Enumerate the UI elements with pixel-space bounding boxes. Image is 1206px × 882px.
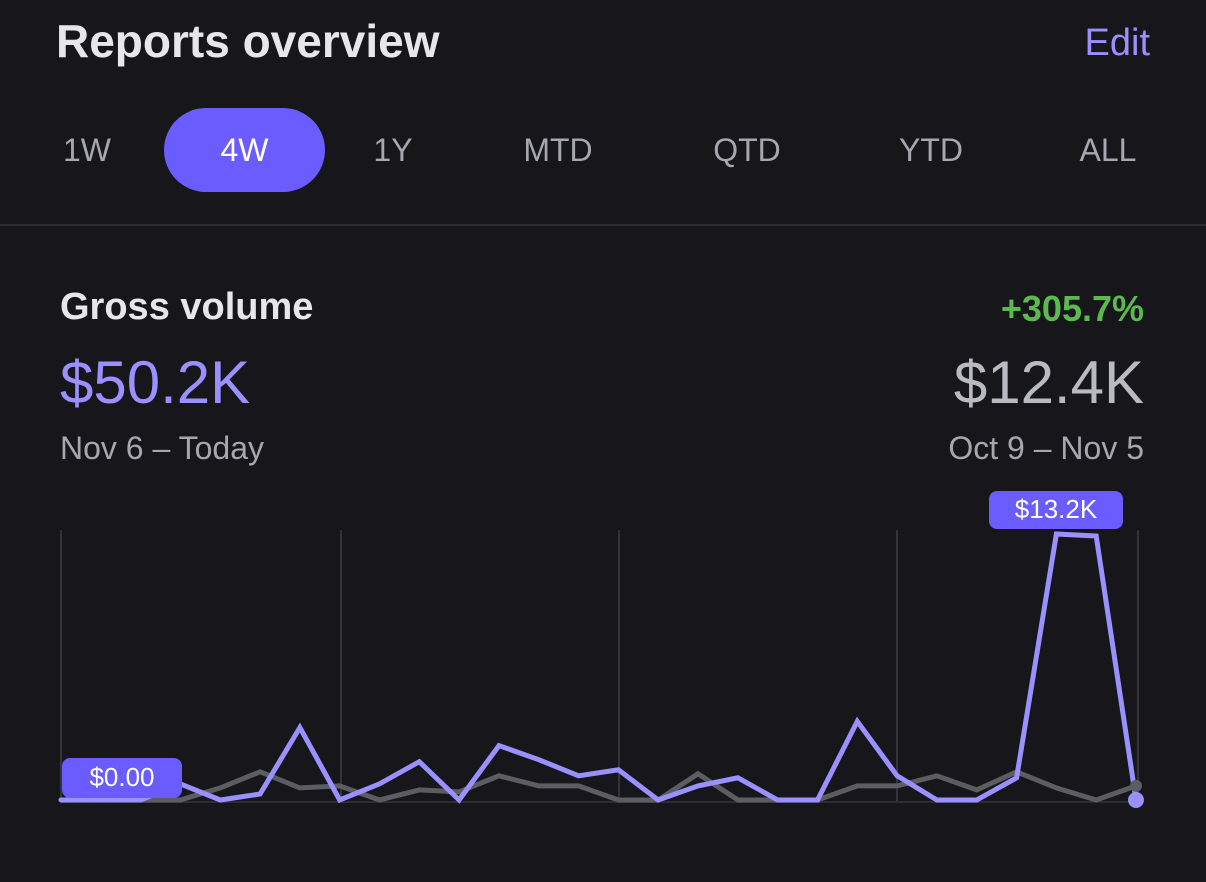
edit-button[interactable]: Edit — [1084, 22, 1150, 64]
current-period-end-point — [1128, 792, 1144, 808]
tabs-divider — [0, 224, 1206, 226]
tab-1w[interactable]: 1W — [63, 132, 111, 168]
current-period-range: Nov 6 – Today — [60, 430, 264, 466]
metric-name: Gross volume — [60, 286, 314, 328]
tab-qtd[interactable]: QTD — [713, 132, 781, 168]
header: Reports overview Edit — [56, 8, 1150, 72]
previous-period-line — [58, 769, 1139, 803]
start-value-label: $0.00 — [89, 762, 154, 792]
max-value-label-bg — [989, 491, 1123, 529]
tab-mtd[interactable]: MTD — [523, 132, 593, 168]
max-value-label: $13.2K — [1015, 494, 1098, 524]
previous-period-value: $12.4K — [953, 349, 1144, 416]
tab-1y[interactable]: 1Y — [373, 132, 413, 168]
previous-period-range: Oct 9 – Nov 5 — [948, 430, 1144, 466]
tab-4w[interactable]: 4W — [164, 108, 325, 192]
current-period-line — [58, 531, 1139, 804]
date-range-tabs: 1W 4W 1Y MTD QTD YTD ALL — [0, 108, 1206, 192]
tab-ytd[interactable]: YTD — [899, 132, 963, 168]
metric-change: +305.7% — [1000, 288, 1144, 329]
page-title: Reports overview — [56, 15, 440, 67]
start-value-label-bg — [62, 758, 182, 798]
current-period-value: $50.2K — [60, 349, 251, 416]
tab-all[interactable]: ALL — [1079, 132, 1137, 168]
previous-period-end-point — [1130, 779, 1142, 792]
